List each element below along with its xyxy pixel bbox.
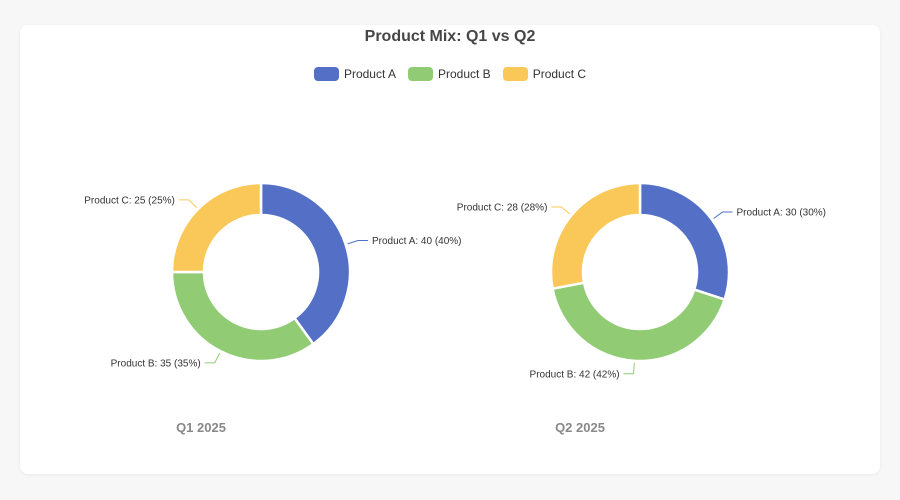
donut-q1-2025: Product A: 40 (40%) Product B: 35 (35%) Pr… — [84, 181, 462, 369]
slice-label-product-b-q2-2025: Product B: 42 (42%) — [530, 369, 620, 380]
slice-label-product-c-q2-2025: Product C: 28 (28%) — [457, 202, 548, 213]
leader-line-product-a-q1-2025 — [347, 239, 369, 245]
chart-title: Product Mix: Q1 vs Q2 — [364, 28, 536, 45]
slice-product-a-q1-2025[interactable] — [259, 181, 352, 346]
legend-swatch-product-a — [313, 67, 339, 81]
chart-legend: Product A Product B Product C — [20, 67, 880, 81]
legend-item-product-a[interactable]: Product A — [313, 67, 396, 81]
slice-label-product-c-q1-2025: Product C: 25 (25%) — [84, 195, 175, 206]
slice-label-product-a-q1-2025: Product A: 40 (40%) — [372, 236, 462, 247]
legend-label-product-c: Product C — [532, 67, 587, 81]
leader-line-product-b-q2-2025 — [623, 362, 635, 375]
legend-item-product-c[interactable]: Product C — [502, 67, 587, 81]
slice-product-b-q1-2025[interactable] — [170, 270, 315, 363]
slice-product-a-q2-2025[interactable] — [638, 181, 731, 301]
slice-product-c-q2-2025[interactable] — [549, 181, 642, 290]
leader-line-product-b-q1-2025 — [204, 352, 221, 364]
legend-label-product-a: Product A — [343, 67, 396, 81]
chart-card: Product Mix: Q1 vs Q2 Product A Product … — [20, 25, 880, 474]
chart-name-q2: Q2 2025 — [555, 420, 605, 435]
leader-line-product-c-q1-2025 — [178, 199, 198, 209]
leader-line-product-c-q2-2025 — [551, 206, 571, 215]
slice-label-product-b-q1-2025: Product B: 35 (35%) — [111, 358, 201, 369]
slice-product-c-q1-2025[interactable] — [170, 181, 263, 274]
donut-q2-2025: Product A: 30 (30%) Product B: 42 (42%) Pr… — [457, 181, 827, 380]
slice-label-product-a-q2-2025: Product A: 30 (30%) — [737, 208, 827, 219]
legend-item-product-b[interactable]: Product B — [407, 67, 491, 81]
chart-name-q1: Q1 2025 — [176, 420, 226, 435]
legend-label-product-b: Product B — [437, 67, 491, 81]
legend-swatch-product-b — [407, 67, 433, 81]
leader-line-product-a-q2-2025 — [713, 211, 733, 219]
legend-swatch-product-c — [502, 67, 528, 81]
slice-product-b-q2-2025[interactable] — [551, 281, 726, 363]
